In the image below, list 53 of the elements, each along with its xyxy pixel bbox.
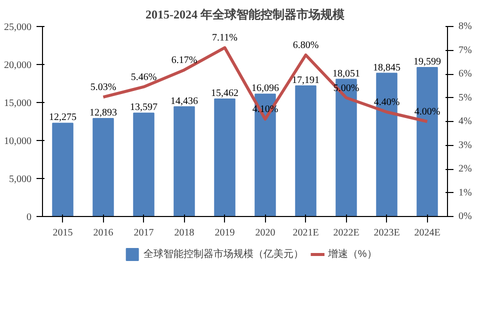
- legend-label: 增速（%）: [326, 248, 377, 260]
- legend-label: 全球智能控制器市场规模（亿美元）: [144, 248, 304, 260]
- y2-tick-label: 0%: [458, 211, 472, 222]
- y2-tick-label: 4%: [458, 116, 472, 127]
- bar: [52, 122, 74, 216]
- data-label: 5.46%: [130, 72, 157, 83]
- data-label: 19,599: [414, 56, 441, 68]
- data-label: 17,191: [292, 74, 320, 86]
- y2-tick-label: 5%: [458, 92, 472, 104]
- y2-tick-label: 1%: [458, 187, 472, 198]
- x-tick-label: 2023E: [374, 228, 400, 238]
- data-label: 16,096: [252, 83, 279, 94]
- x-tick-label: 2016: [93, 228, 114, 238]
- y-tick-label: 15,000: [4, 98, 32, 109]
- data-label: 18,051: [332, 68, 360, 80]
- bar: [295, 85, 316, 216]
- y2-tick-label: 8%: [458, 21, 472, 32]
- y-tick-label: 0: [26, 212, 32, 223]
- y2-tick-label: 6%: [458, 68, 472, 80]
- x-tick-label: 2017: [134, 228, 154, 238]
- bar: [254, 94, 276, 216]
- y-tick-label: 25,000: [4, 22, 32, 33]
- y-tick-label: 20,000: [4, 60, 32, 71]
- bar: [376, 72, 398, 216]
- data-label: 13,597: [130, 102, 158, 114]
- bar: [214, 98, 236, 216]
- x-tick-label: 2015: [52, 228, 73, 238]
- data-label: 18,845: [373, 62, 400, 74]
- bar: [416, 67, 438, 216]
- x-tick-label: 2019: [214, 228, 235, 238]
- x-tick-label: 2018: [174, 228, 194, 238]
- x-tick-label: 2021E: [292, 228, 319, 238]
- x-tick-label: 2024E: [414, 228, 440, 238]
- y-tick-label: 10,000: [4, 136, 32, 147]
- data-label: 5.03%: [90, 82, 116, 94]
- x-tick-label: 2022E: [333, 228, 360, 238]
- data-label: 14,436: [170, 96, 198, 107]
- y2-tick-label: 7%: [458, 44, 472, 56]
- chart-title: 2015-2024 年全球智能控制器市场规模: [146, 8, 344, 22]
- y-tick-label: 5,000: [9, 174, 32, 185]
- data-label: 7.11%: [212, 32, 238, 44]
- bar: [133, 112, 154, 216]
- data-label: 12,275: [49, 112, 76, 124]
- data-label: 6.17%: [171, 54, 198, 66]
- data-label: 15,462: [211, 88, 238, 99]
- bar: [174, 106, 195, 216]
- bar: [92, 118, 114, 216]
- x-tick-label: 2020: [255, 228, 276, 238]
- y2-tick-label: 3%: [458, 140, 472, 151]
- y2-tick-label: 2%: [458, 164, 472, 174]
- bar: [336, 78, 357, 216]
- data-label: 6.80%: [292, 40, 319, 51]
- data-label: 12,893: [90, 108, 117, 119]
